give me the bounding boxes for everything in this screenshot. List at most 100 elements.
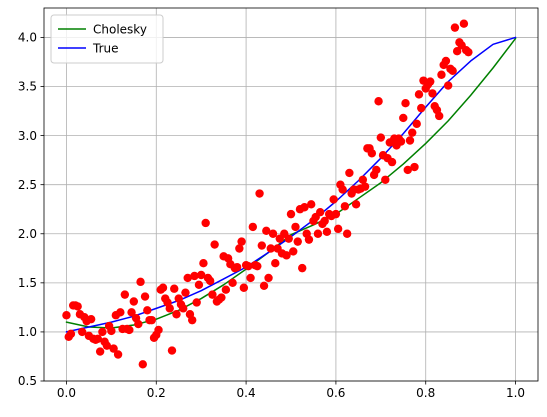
scatter-point	[412, 119, 421, 129]
scatter-point	[228, 278, 237, 288]
x-tick-label: 0.4	[237, 386, 256, 400]
scatter-point	[387, 157, 397, 167]
y-tick-label: 2.0	[18, 227, 37, 241]
scatter-point	[437, 70, 446, 79]
scatter-point	[329, 195, 338, 204]
scatter-point	[147, 315, 156, 325]
scatter-point	[194, 280, 204, 290]
scatter-point	[86, 314, 96, 324]
scatter-point	[376, 133, 386, 142]
scatter-point	[129, 297, 139, 306]
scatter-point	[138, 360, 147, 369]
scatter-point	[140, 292, 150, 301]
scatter-point	[183, 273, 192, 283]
scatter-point	[435, 111, 444, 121]
scatter-point	[345, 168, 354, 178]
scatter-point	[134, 319, 143, 329]
y-tick-label: 3.5	[18, 80, 37, 94]
scatter-point	[342, 229, 352, 238]
scatter-point	[246, 273, 255, 283]
scatter-point	[333, 224, 343, 234]
scatter-point	[331, 209, 341, 219]
scatter-point	[172, 310, 181, 319]
chart-axes: 0.0 0.2 0.4 0.6 0.8 1.0 0.5 1.0 1.5 2.0 2.5 3.0 3.5 4…	[18, 7, 539, 400]
scatter-point	[208, 290, 217, 299]
scatter-point	[192, 298, 201, 307]
scatter-point	[259, 281, 269, 290]
plot-background	[44, 8, 538, 381]
grid-lines	[44, 8, 538, 382]
scatter-point	[266, 244, 275, 253]
scatter-point	[381, 175, 390, 184]
chart-legend: Cholesky True	[50, 14, 164, 64]
scatter-point	[190, 271, 199, 281]
scatter-point	[298, 263, 307, 273]
scatter-point	[244, 261, 253, 271]
y-tick-label: 1.0	[18, 325, 37, 339]
scatter-point	[358, 175, 368, 184]
scatter-point	[443, 81, 453, 90]
scatter-point	[464, 47, 473, 57]
scatter-point	[367, 149, 377, 158]
scatter-point	[374, 97, 383, 106]
scatter-point	[282, 251, 291, 260]
scatter-point	[405, 136, 415, 145]
scatter-point	[268, 229, 278, 238]
scatter-point	[188, 315, 197, 325]
scatter-point	[300, 203, 309, 212]
scatter-point	[304, 235, 314, 244]
scatter-point	[452, 46, 462, 56]
scatter-point	[426, 77, 435, 86]
scatter-point	[120, 290, 130, 299]
scatter-point	[136, 277, 145, 287]
scatter-point	[66, 329, 76, 339]
scatter-point	[165, 304, 174, 313]
legend-box	[50, 14, 164, 64]
scatter-point	[338, 185, 347, 194]
scatter-point	[113, 350, 123, 359]
scatter-point	[340, 202, 350, 211]
scatter-point	[448, 66, 457, 76]
scatter-point	[401, 99, 410, 108]
scatter-point	[450, 23, 460, 32]
scatter-point	[179, 304, 188, 313]
scatter-point	[403, 165, 412, 175]
scatter-point	[410, 162, 419, 172]
scatter-point	[167, 346, 177, 355]
y-tick-label: 4.0	[18, 31, 37, 45]
scatter-point	[253, 261, 262, 271]
scatter-point	[127, 308, 136, 317]
y-tick-label: 3.0	[18, 129, 37, 143]
scatter-point	[262, 226, 271, 236]
scatter-point	[125, 325, 134, 335]
x-tick-label: 0.6	[326, 386, 345, 400]
scatter-point	[217, 293, 226, 302]
scatter-point	[360, 182, 370, 191]
scatter-point	[414, 90, 424, 99]
scatter-point	[264, 273, 273, 283]
scatter-point	[77, 327, 87, 337]
y-tick-label: 1.5	[18, 276, 37, 290]
scatter-point	[116, 308, 125, 317]
scatter-point	[62, 311, 71, 320]
scatter-point	[232, 262, 242, 272]
scatter-point	[271, 259, 280, 268]
scatter-point	[237, 237, 246, 246]
scatter-point	[322, 227, 332, 236]
scatter-point	[315, 207, 325, 217]
scatter-point	[95, 347, 105, 356]
scatter-point	[351, 200, 361, 209]
scatter-point	[255, 189, 264, 198]
legend-label-true: True	[92, 42, 119, 56]
scatter-point	[158, 283, 168, 292]
scatter-point	[221, 285, 231, 294]
scatter-point	[313, 229, 323, 238]
x-tick-label: 0.8	[416, 386, 435, 400]
x-tick-label: 0.0	[57, 386, 76, 400]
scatter-point	[289, 247, 298, 256]
scatter-point	[196, 270, 206, 280]
y-tick-label: 2.5	[18, 178, 37, 192]
scatter-point	[372, 165, 381, 175]
